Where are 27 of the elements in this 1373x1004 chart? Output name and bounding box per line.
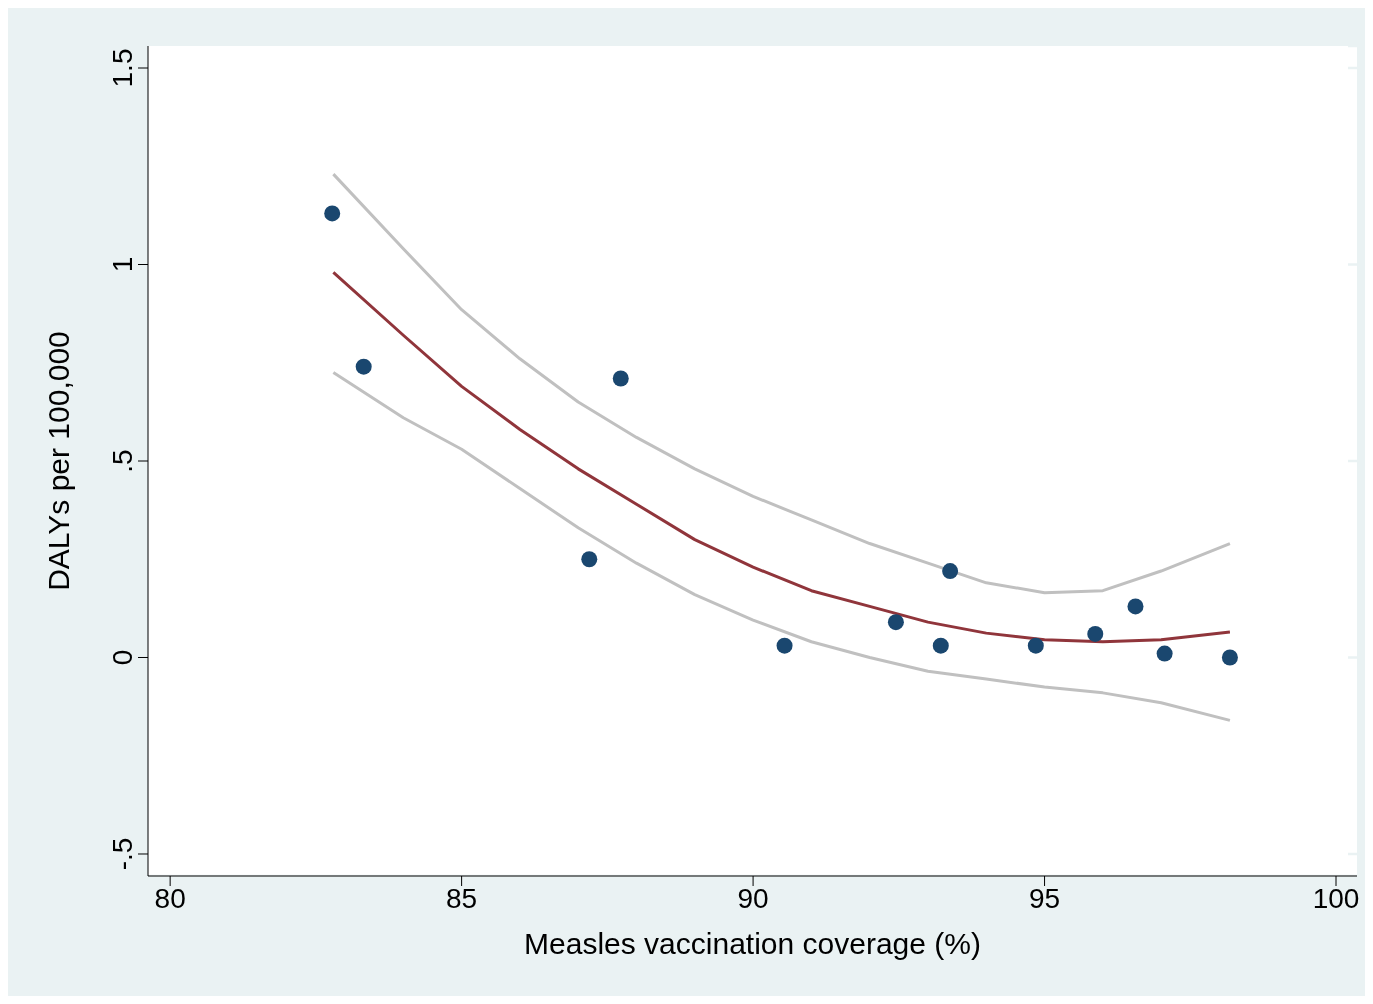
point (324, 205, 341, 222)
y-tick-label: .5 (107, 449, 138, 473)
y-tick-label: 1 (107, 256, 138, 273)
y-axis-title: DALYs per 100,000 (41, 331, 75, 591)
point (932, 637, 949, 654)
point (612, 370, 629, 387)
x-tick-label: 95 (1028, 882, 1061, 914)
point (1221, 649, 1238, 666)
point (776, 637, 793, 654)
point (581, 551, 598, 568)
x-tick-label: 100 (1312, 882, 1360, 914)
point (887, 614, 904, 631)
point (355, 358, 372, 375)
line-series (331, 172, 1232, 595)
point (942, 563, 959, 580)
y-tick-label: 1.5 (107, 48, 138, 88)
point (1087, 625, 1104, 642)
x-tick-label: 80 (154, 882, 186, 914)
line-series (331, 371, 1232, 722)
point (1127, 598, 1144, 615)
point (1156, 645, 1173, 662)
x-axis-title: Measles vaccination coverage (%) (524, 927, 981, 960)
y-tick-label: 0 (107, 649, 138, 666)
x-tick-label: 90 (737, 882, 769, 914)
x-tick-label: 85 (446, 882, 478, 914)
point (1027, 637, 1044, 654)
y-tick-label: -.5 (107, 837, 138, 871)
